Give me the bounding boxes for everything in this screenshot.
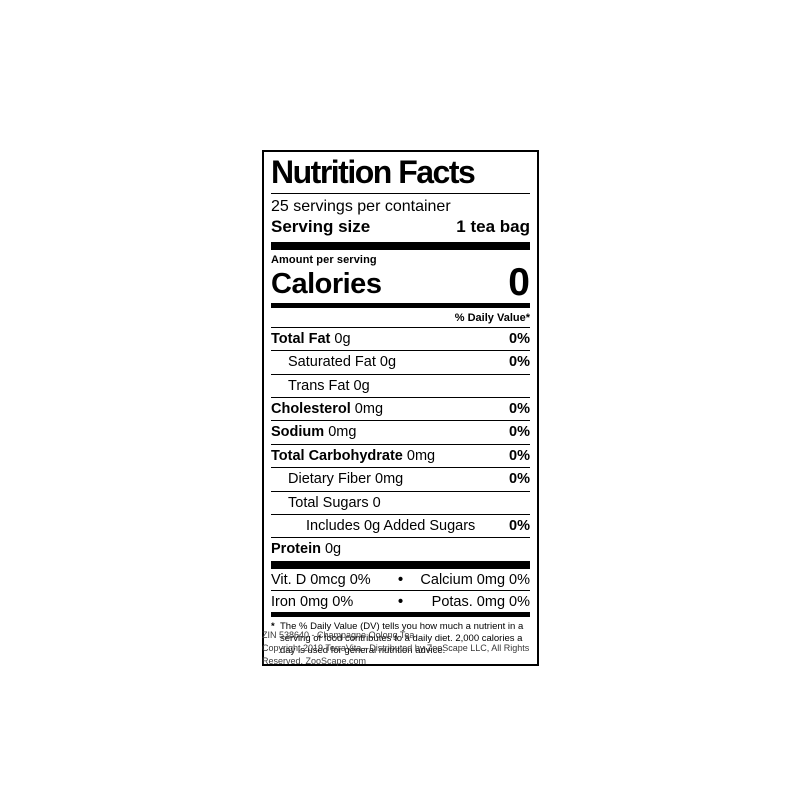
divider-bar-medium (271, 302, 530, 308)
caption-copyright-line: Copyright 2019 TerraVita - Distributed b… (262, 643, 530, 667)
calories-label: Calories (271, 267, 382, 300)
calories-value: 0 (508, 260, 530, 304)
nutrient-dv: 0% (509, 401, 530, 418)
micronutrient-right: Calcium 0mg 0% (420, 571, 530, 588)
nutrient-dv: 0% (509, 471, 530, 488)
micronutrient-left: Iron 0mg 0% (271, 593, 354, 610)
nutrient-row-protein: Protein 0g (271, 537, 530, 560)
nutrient-dv: 0% (509, 424, 530, 441)
servings-per-container: 25 servings per container (271, 197, 451, 215)
micronutrient-right: Potas. 0mg 0% (431, 593, 530, 610)
nutrient-row-total-carbohydrate: Total Carbohydrate 0mg 0% (271, 443, 530, 467)
nutrient-row-total-fat: Total Fat 0g 0% (271, 326, 530, 350)
nutrient-name: Trans Fat 0g (288, 377, 370, 394)
divider-bar-medium (271, 611, 530, 617)
nutrient-name: Total Fat 0g (271, 330, 351, 347)
calories-row: Calories 0 (271, 260, 530, 304)
bullet-separator: • (397, 593, 404, 610)
bullet-separator: • (397, 571, 404, 588)
nutrient-row-saturated-fat: Saturated Fat 0g 0% (271, 350, 530, 373)
product-caption: ZIN 538640 - Champagne Oolong Tea Copyri… (262, 629, 562, 668)
footnote-text: The % Daily Value (DV) tells you how muc… (280, 620, 524, 657)
nutrient-name: Dietary Fiber 0mg (288, 471, 404, 488)
nutrient-row-total-sugars: Total Sugars 0 (271, 490, 530, 514)
micronutrient-left: Vit. D 0mcg 0% (271, 571, 371, 588)
nutrient-dv: 0% (509, 354, 530, 371)
nutrient-name: Total Carbohydrate 0mg (271, 447, 436, 464)
nutrient-row-sodium: Sodium 0mg 0% (271, 420, 530, 443)
footnote-asterisk: * (271, 620, 275, 632)
divider-bar-thick (271, 241, 530, 250)
micronutrient-row-vitd-calcium: Vit. D 0mcg 0% • Calcium 0mg 0% (271, 569, 530, 590)
nutrient-name: Total Sugars 0 (288, 494, 381, 511)
serving-size-label: Serving size (271, 216, 371, 236)
nutrient-row-dietary-fiber: Dietary Fiber 0mg 0% (271, 467, 530, 490)
daily-value-header: % Daily Value* (454, 311, 530, 324)
nutrition-facts-label: Nutrition Facts 25 servings per containe… (262, 150, 539, 667)
nutrient-name: Includes 0g Added Sugars (306, 518, 476, 534)
nutrient-name: Protein 0g (271, 541, 342, 558)
nutrient-name: Sodium 0mg (271, 424, 357, 441)
daily-value-footnote: * The % Daily Value (DV) tells you how m… (271, 617, 530, 657)
nutrient-dv: 0% (509, 518, 530, 534)
amount-per-serving-label: Amount per serving (271, 253, 377, 266)
nutrient-row-cholesterol: Cholesterol 0mg 0% (271, 397, 530, 420)
nutrient-dv: 0% (509, 330, 530, 347)
nutrient-row-added-sugars: Includes 0g Added Sugars 0% (271, 514, 530, 537)
nutrient-name: Saturated Fat 0g (288, 354, 397, 371)
nutrient-name: Cholesterol 0mg (271, 401, 384, 418)
divider-bar-thick (271, 560, 530, 569)
label-title: Nutrition Facts (271, 155, 530, 194)
nutrient-dv: 0% (509, 447, 530, 464)
caption-zin-line: ZIN 538640 - Champagne Oolong Tea (262, 630, 415, 640)
serving-size-row: Serving size 1 tea bag (271, 216, 530, 242)
serving-size-value: 1 tea bag (456, 216, 530, 236)
micronutrient-row-iron-potassium: Iron 0mg 0% • Potas. 0mg 0% (271, 589, 530, 612)
nutrient-row-trans-fat: Trans Fat 0g (271, 373, 530, 397)
